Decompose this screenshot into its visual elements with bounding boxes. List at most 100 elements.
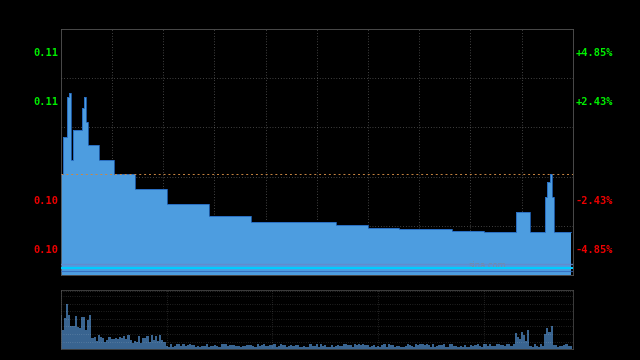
Bar	[159, 335, 161, 349]
Bar	[260, 345, 263, 349]
Bar	[90, 315, 92, 349]
Bar	[205, 345, 208, 349]
Bar	[145, 338, 147, 349]
Bar	[477, 344, 479, 349]
Text: 0.11: 0.11	[33, 96, 58, 107]
Bar	[466, 347, 468, 349]
Bar	[485, 344, 487, 349]
Bar	[565, 344, 568, 349]
Bar	[223, 345, 225, 349]
Bar	[544, 334, 547, 349]
Bar	[369, 347, 371, 349]
Bar	[229, 345, 231, 349]
Bar	[96, 341, 98, 349]
Bar	[388, 344, 390, 349]
Bar	[474, 345, 477, 349]
Bar	[479, 346, 481, 349]
Bar	[288, 346, 291, 349]
Text: -2.43%: -2.43%	[575, 196, 613, 206]
Bar	[472, 346, 474, 349]
Bar	[233, 345, 236, 349]
Bar	[438, 345, 440, 349]
Bar	[77, 327, 79, 349]
Bar	[102, 338, 104, 349]
Bar	[87, 320, 90, 349]
Bar	[383, 344, 385, 349]
Bar	[132, 343, 134, 349]
Text: +2.43%: +2.43%	[575, 96, 613, 107]
Bar	[157, 341, 159, 349]
Bar	[148, 342, 150, 349]
Bar	[548, 332, 550, 349]
Bar	[506, 344, 508, 349]
Bar	[341, 346, 343, 349]
Bar	[248, 345, 250, 349]
Bar	[254, 347, 257, 349]
Bar	[176, 344, 178, 349]
Bar	[449, 344, 451, 349]
Bar	[259, 346, 260, 349]
Bar	[440, 346, 443, 349]
Bar	[404, 346, 406, 349]
Bar	[398, 346, 401, 349]
Bar	[356, 345, 358, 349]
Bar	[100, 337, 102, 349]
Bar	[191, 345, 193, 349]
Bar	[244, 346, 246, 349]
Bar	[335, 346, 337, 349]
Bar	[493, 346, 495, 349]
Bar	[337, 345, 339, 349]
Bar	[322, 346, 324, 349]
Bar	[72, 327, 74, 349]
Bar	[434, 347, 436, 349]
Bar	[180, 346, 182, 349]
Bar	[451, 345, 453, 349]
Bar	[121, 338, 124, 349]
Bar	[513, 344, 515, 349]
Bar	[64, 318, 66, 349]
Bar	[570, 346, 572, 349]
Bar	[483, 344, 485, 349]
Bar	[98, 335, 100, 349]
Bar	[464, 345, 466, 349]
Bar	[504, 346, 506, 349]
Bar	[200, 347, 202, 349]
Bar	[430, 347, 432, 349]
Bar	[269, 345, 271, 349]
Bar	[516, 337, 519, 349]
Bar	[354, 343, 356, 349]
Bar	[498, 345, 500, 349]
Bar	[299, 347, 301, 349]
Bar	[525, 341, 527, 349]
Bar	[403, 347, 404, 349]
Bar	[106, 340, 108, 349]
Bar	[83, 317, 85, 349]
Bar	[362, 344, 364, 349]
Bar	[257, 343, 259, 349]
Bar	[218, 347, 221, 349]
Bar	[426, 344, 428, 349]
Bar	[553, 345, 555, 349]
Bar	[166, 346, 168, 349]
Bar	[307, 347, 309, 349]
Bar	[333, 347, 335, 349]
Bar	[510, 346, 513, 349]
Bar	[360, 345, 362, 349]
Bar	[282, 345, 284, 349]
Bar	[204, 346, 205, 349]
Bar	[85, 330, 87, 349]
Bar	[508, 343, 510, 349]
Bar	[392, 345, 394, 349]
Bar	[138, 336, 140, 349]
Bar	[168, 347, 170, 349]
Bar	[406, 345, 409, 349]
Bar	[540, 344, 542, 349]
Bar	[409, 345, 411, 349]
Bar	[236, 346, 237, 349]
Text: 0.11: 0.11	[33, 48, 58, 58]
Bar	[155, 336, 157, 349]
Bar	[305, 347, 307, 349]
Bar	[127, 335, 129, 349]
Bar	[278, 346, 280, 349]
Text: 0.10: 0.10	[33, 245, 58, 255]
